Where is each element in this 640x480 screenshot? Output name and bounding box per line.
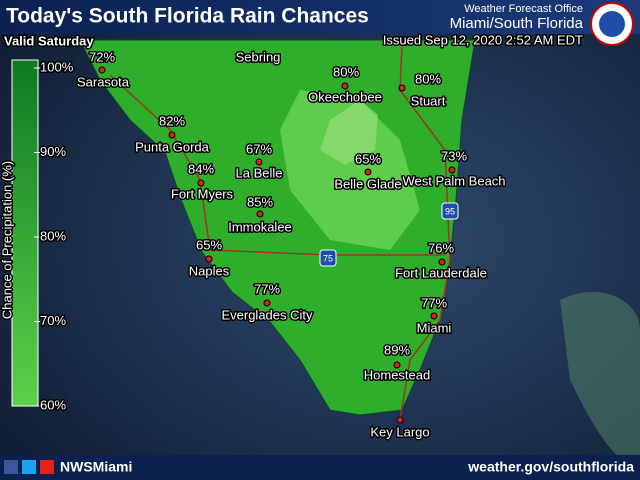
city-dot: [341, 82, 349, 90]
city-name: Stuart: [411, 93, 446, 108]
highway-number: 75: [323, 253, 333, 263]
lower-chance-area: [280, 90, 420, 250]
city-dot: [205, 255, 213, 263]
city-chance: 77%: [254, 281, 280, 296]
city-name: La Belle: [236, 165, 283, 180]
city-name: Naples: [189, 263, 230, 278]
region: Miami/South Florida: [450, 15, 584, 32]
handle[interactable]: NWSMiami: [60, 459, 132, 475]
city-name: Punta Gorda: [135, 139, 209, 154]
legend-tick-label: 80%: [40, 228, 66, 243]
city-dot: [364, 168, 372, 176]
city-name: Sarasota: [77, 74, 130, 89]
city-chance: 72%: [89, 49, 115, 64]
city-chance: 67%: [246, 141, 272, 156]
highway-shield: [441, 202, 459, 220]
city-name: Immokalee: [228, 219, 292, 234]
city-name: Belle Glade: [334, 176, 401, 191]
footer-bar: [0, 455, 640, 480]
city-name: Homestead: [364, 367, 430, 382]
noaa-logo-inner: [599, 11, 625, 37]
legend-tick-label: 60%: [40, 397, 66, 412]
highway-shield: [319, 249, 337, 267]
legend-tick-label: 100%: [40, 59, 74, 74]
city-chance: 65%: [196, 237, 222, 252]
city-dot: [438, 258, 446, 266]
city-dot: [168, 131, 176, 139]
facebook-icon[interactable]: [4, 460, 18, 474]
city-dot: [255, 158, 263, 166]
valid: Valid Saturday: [4, 33, 94, 48]
city-dot: [263, 299, 271, 307]
city-dot: [393, 361, 401, 369]
city-chance: 80%: [415, 71, 441, 86]
city-chance: 65%: [355, 151, 381, 166]
title: Today's South Florida Rain Chances: [6, 5, 369, 28]
legend-bar: [11, 59, 39, 407]
city-name: Fort Lauderdale: [395, 265, 487, 280]
city-chance: 80%: [333, 64, 359, 79]
city-name: Key Largo: [370, 424, 429, 439]
city-chance: 82%: [159, 113, 185, 128]
city-dot: [396, 416, 404, 424]
city-dot: [256, 210, 264, 218]
youtube-icon[interactable]: [40, 460, 54, 474]
office: Weather Forecast Office: [464, 3, 583, 15]
issued: Issued Sep 12, 2020 2:52 AM EDT: [383, 32, 583, 47]
lake-okeechobee: [320, 100, 378, 165]
twitter-icon[interactable]: [22, 460, 36, 474]
city-name: Fort Myers: [171, 186, 234, 201]
city-name: West Palm Beach: [402, 173, 505, 188]
city-dot: [98, 66, 106, 74]
city-name: Miami: [417, 320, 452, 335]
city-chance: 85%: [247, 194, 273, 209]
city-dot: [448, 166, 456, 174]
city-name: Sebring: [236, 49, 281, 64]
url[interactable]: weather.gov/southflorida: [467, 459, 634, 475]
social-icons: [4, 460, 54, 474]
city-chance: 89%: [384, 342, 410, 357]
bahamas: [560, 291, 640, 470]
city-dot: [197, 179, 205, 187]
legend-tick-label: 90%: [40, 144, 66, 159]
city-chance: 73%: [441, 148, 467, 163]
city-chance: 84%: [188, 161, 214, 176]
highway-number: 95: [445, 206, 455, 216]
city-chance: 76%: [428, 240, 454, 255]
legend-title: Chance of Precipitation (%): [0, 161, 14, 319]
city-name: Everglades City: [221, 307, 313, 322]
header-bar: [0, 0, 640, 34]
city-chance: 77%: [421, 295, 447, 310]
city-dot: [430, 312, 438, 320]
legend-tick-label: 70%: [40, 313, 66, 328]
city-dot: [398, 84, 406, 92]
city-name: Okeechobee: [308, 89, 382, 104]
